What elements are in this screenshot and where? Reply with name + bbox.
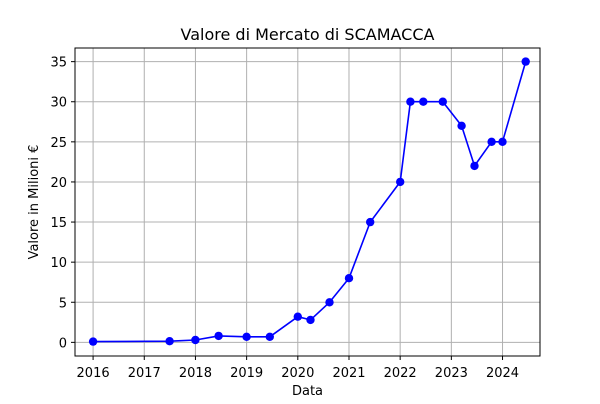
data-point bbox=[88, 337, 98, 346]
data-point bbox=[498, 137, 507, 146]
series-line bbox=[93, 61, 527, 343]
data-point bbox=[457, 121, 466, 130]
plot-frame bbox=[74, 47, 541, 357]
x-tick-label: 2022 bbox=[384, 366, 417, 381]
x-tick-label: 2020 bbox=[281, 366, 314, 381]
data-point bbox=[406, 97, 415, 106]
x-tick-label: 2017 bbox=[128, 366, 161, 381]
data-point bbox=[242, 332, 251, 341]
data-point bbox=[470, 161, 479, 171]
data-point bbox=[191, 335, 200, 345]
data-point bbox=[521, 57, 530, 66]
y-axis-label: Valore in Milioni € bbox=[27, 145, 42, 260]
y-tick-label: 15 bbox=[50, 216, 67, 231]
grid bbox=[75, 48, 540, 356]
data-point bbox=[165, 337, 174, 346]
y-tick-label: 25 bbox=[50, 136, 67, 151]
chart-title: Valore di Mercato di SCAMACCA bbox=[181, 25, 435, 44]
data-point bbox=[214, 331, 223, 341]
data-point bbox=[366, 217, 375, 227]
x-tick-label: 2019 bbox=[230, 366, 263, 381]
x-tick-label: 2016 bbox=[77, 366, 110, 381]
y-tick-label: 30 bbox=[50, 96, 67, 111]
data-point bbox=[487, 137, 496, 146]
x-tick-label: 2018 bbox=[179, 366, 212, 381]
y-tick-label: 5 bbox=[59, 296, 67, 311]
y-tick-label: 10 bbox=[50, 256, 67, 271]
x-tick-label: 2023 bbox=[435, 366, 468, 381]
x-axis-label: Data bbox=[292, 384, 323, 399]
data-point bbox=[419, 97, 428, 106]
data-point bbox=[438, 97, 447, 106]
data-point bbox=[325, 298, 334, 307]
data-point bbox=[306, 315, 315, 325]
data-point bbox=[396, 177, 405, 187]
axes bbox=[74, 47, 541, 357]
data-point bbox=[293, 312, 302, 321]
data-point bbox=[344, 274, 354, 283]
data-point bbox=[265, 332, 274, 341]
x-tick-label: 2024 bbox=[486, 366, 519, 381]
y-tick-label: 0 bbox=[59, 336, 67, 351]
tick-labels: 2016 2017 2018 2019 2020 2021 2022 2023 2024 0 5 10… bbox=[50, 56, 519, 381]
x-tick-label: 2021 bbox=[332, 366, 365, 381]
y-tick-label: 20 bbox=[50, 176, 67, 191]
series-layer bbox=[88, 57, 530, 346]
y-tick-label: 35 bbox=[50, 56, 67, 71]
